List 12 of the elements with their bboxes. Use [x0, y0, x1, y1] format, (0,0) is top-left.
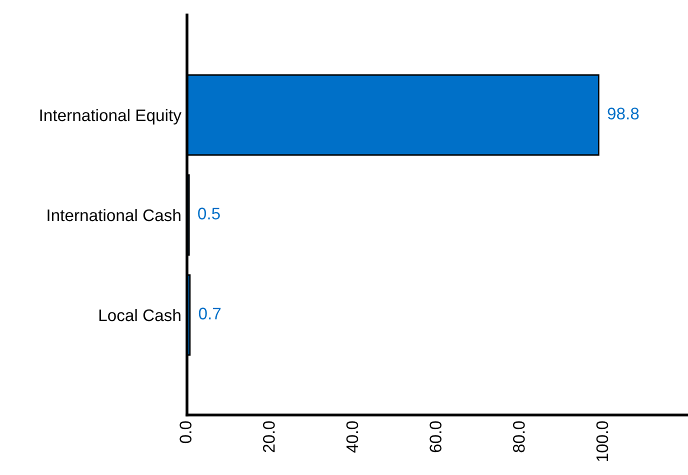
x-tick-label: 80.0 [513, 421, 525, 452]
x-tick-label: 60.0 [430, 421, 442, 452]
data-label: 0.5 [198, 208, 220, 220]
data-label: 0.7 [198, 308, 221, 320]
x-tick-label: 20.0 [263, 421, 275, 452]
x-tick-label: 100.0 [596, 421, 608, 461]
y-tick-label: International Equity [40, 108, 182, 124]
y-tick-label: International Cash [48, 208, 180, 222]
x-tick-label: 0.0 [180, 421, 192, 444]
y-tick-label: Local Cash [99, 308, 180, 322]
data-label: 98.8 [608, 108, 639, 120]
x-tick-label: 40.0 [346, 421, 358, 453]
